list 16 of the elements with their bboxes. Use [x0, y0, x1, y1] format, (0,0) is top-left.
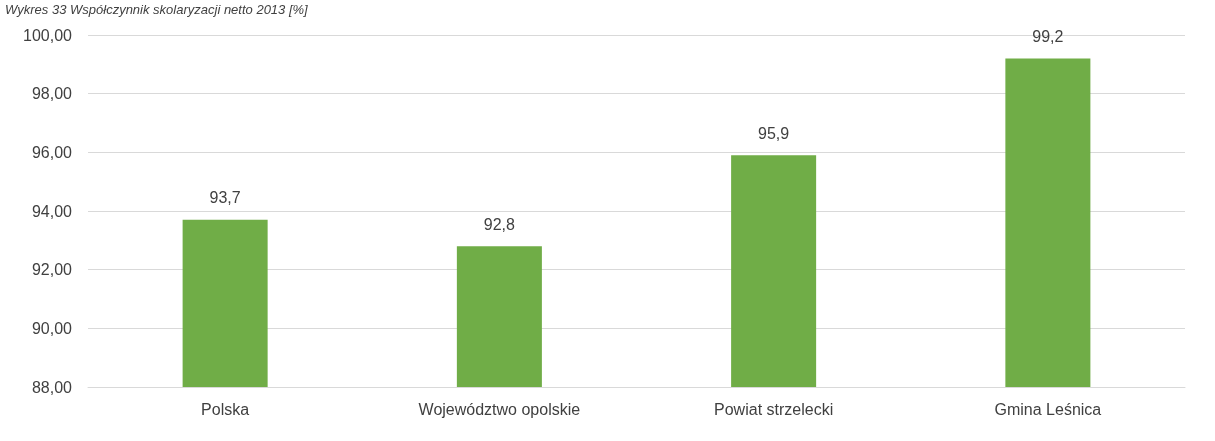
data-label: 95,9: [758, 124, 790, 142]
x-tick-label: Powiat strzelecki: [714, 400, 834, 418]
x-tick-label: Województwo opolskie: [418, 400, 581, 418]
y-tick-label: 96,00: [31, 143, 73, 161]
y-tick-label: 90,00: [31, 319, 73, 337]
y-tick-label: 88,00: [31, 378, 73, 396]
data-label: 99,2: [1032, 27, 1064, 45]
x-tick-label: Polska: [201, 400, 250, 418]
y-tick-label: 100,00: [23, 26, 73, 44]
x-tick-label: Gmina Leśnica: [994, 400, 1102, 418]
y-tick-label: 92,00: [31, 261, 73, 279]
data-label: 93,7: [209, 189, 241, 207]
y-tick-label: 98,00: [31, 85, 73, 103]
chart-title: Wykres 33 Współczynnik skolaryzacji netto 2013 [%]: [5, 2, 309, 17]
y-tick-label: 94,00: [31, 202, 73, 220]
data-label: 92,8: [483, 215, 516, 233]
